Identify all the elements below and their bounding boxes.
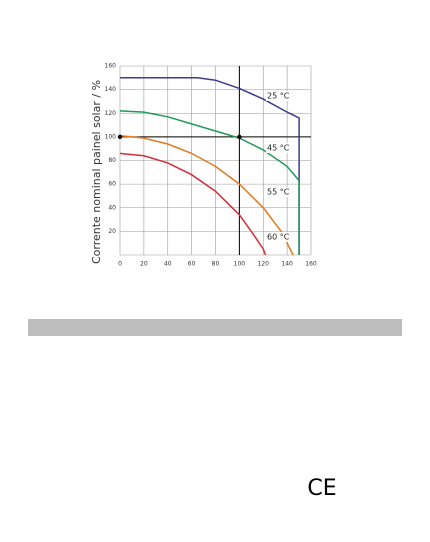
curve-label: 25 °C	[267, 92, 290, 101]
x-tick-label: 20	[140, 261, 148, 268]
x-tick-label: 80	[212, 261, 220, 268]
curve	[119, 134, 294, 256]
y-tick-label: 80	[108, 157, 116, 164]
section-bar	[28, 319, 402, 336]
curve-label: 55 °C	[267, 188, 290, 197]
y-tick-label: 20	[108, 228, 116, 235]
curve	[119, 152, 267, 256]
y-axis-label: Corrente nominal painel solar / %	[90, 80, 103, 264]
x-tick-label: 60	[188, 261, 196, 268]
curve-label: 60 °C	[267, 233, 290, 242]
y-tick-label: 160	[105, 63, 117, 70]
x-tick-label: 160	[305, 261, 317, 268]
label-bg	[266, 187, 290, 197]
label-bg	[266, 91, 290, 101]
y-tick-label: 120	[105, 110, 117, 117]
curve-label: 45 °C	[267, 144, 290, 153]
x-tick-label: 40	[164, 261, 172, 268]
y-tick-label: 100	[105, 133, 117, 140]
x-tick-label: 0	[118, 261, 122, 268]
y-tick-label: 140	[105, 86, 117, 93]
label-bg	[266, 232, 290, 242]
curve	[120, 77, 300, 255]
ce-mark: CE	[307, 476, 336, 501]
label-bg	[266, 143, 290, 153]
marker	[237, 134, 242, 140]
x-tick-label: 140	[281, 261, 293, 268]
marker	[117, 134, 123, 140]
x-tick-label: 100	[234, 261, 246, 268]
y-tick-label: 40	[108, 204, 116, 211]
curve	[119, 110, 300, 255]
x-tick-label: 120	[258, 261, 270, 268]
y-tick-label: 60	[108, 181, 116, 188]
